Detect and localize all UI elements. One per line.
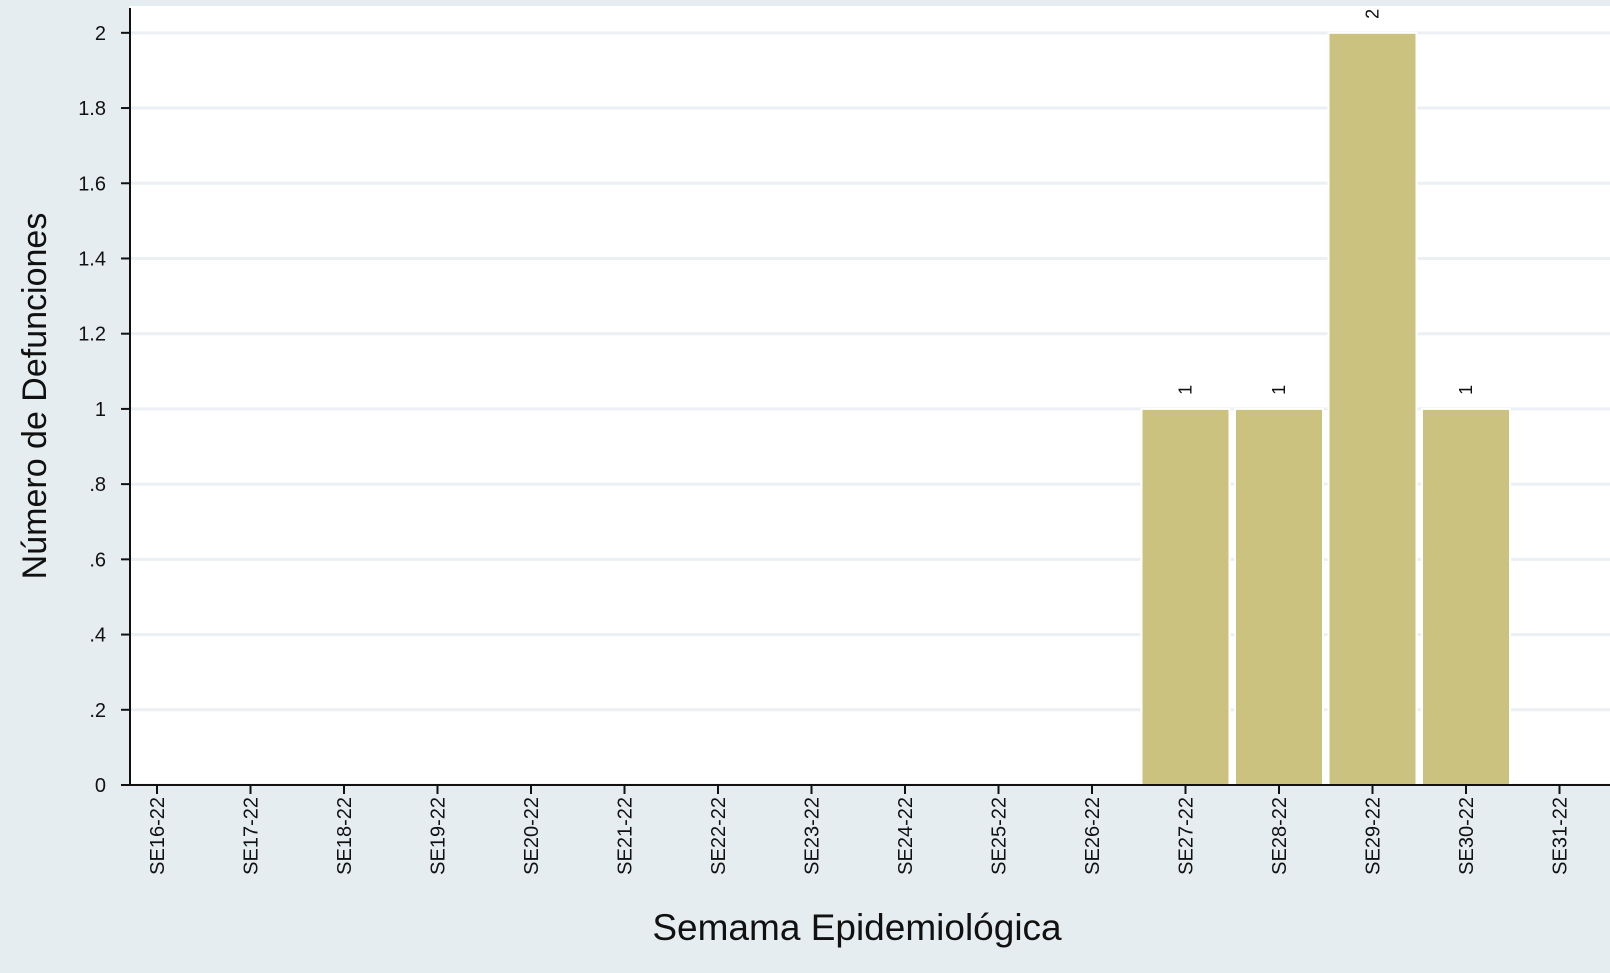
x-tick-label: SE29-22 — [1363, 797, 1385, 875]
y-tick-label: 0 — [95, 775, 106, 797]
y-tick-label: .6 — [89, 549, 106, 571]
x-tick-label: SE23-22 — [802, 797, 824, 875]
x-tick-label: SE19-22 — [428, 797, 450, 875]
y-tick-label: 1.4 — [78, 248, 106, 270]
bar — [1234, 407, 1324, 786]
x-tick-label: SE24-22 — [895, 797, 917, 875]
x-tick-label: SE18-22 — [334, 797, 356, 875]
y-tick-label: .4 — [89, 625, 106, 647]
y-tick-label: 1 — [95, 399, 106, 421]
x-tick-label: SE22-22 — [708, 797, 730, 875]
y-tick-label: 2 — [95, 23, 106, 45]
y-tick-label: .2 — [89, 700, 106, 722]
data-label: 2 — [1363, 9, 1383, 19]
y-tick-label: 1.8 — [78, 98, 106, 120]
data-label: 1 — [1176, 385, 1196, 395]
data-label: 1 — [1456, 385, 1476, 395]
x-tick-label: SE31-22 — [1550, 797, 1572, 875]
y-axis-title: Número de Defunciones — [16, 213, 54, 580]
y-tick-label: 1.2 — [78, 324, 106, 346]
x-tick-label: SE20-22 — [521, 797, 543, 875]
data-label: 1 — [1269, 385, 1289, 395]
x-tick-label: SE26-22 — [1082, 797, 1104, 875]
x-tick-label: SE30-22 — [1456, 797, 1478, 875]
x-tick-label: SE25-22 — [989, 797, 1011, 875]
bar — [1421, 407, 1511, 786]
y-tick-label: 1.6 — [78, 173, 106, 195]
x-axis-title: Semama Epidemiológica — [652, 907, 1062, 948]
x-tick-label: SE27-22 — [1176, 797, 1198, 875]
bar — [1140, 407, 1231, 786]
y-tick-label: .8 — [89, 474, 106, 496]
x-tick-label: SE17-22 — [241, 797, 263, 875]
x-tick-label: SE16-22 — [147, 797, 169, 875]
x-tick-label: SE21-22 — [615, 797, 637, 875]
x-tick-label: SE28-22 — [1269, 797, 1291, 875]
bar — [1327, 31, 1418, 786]
